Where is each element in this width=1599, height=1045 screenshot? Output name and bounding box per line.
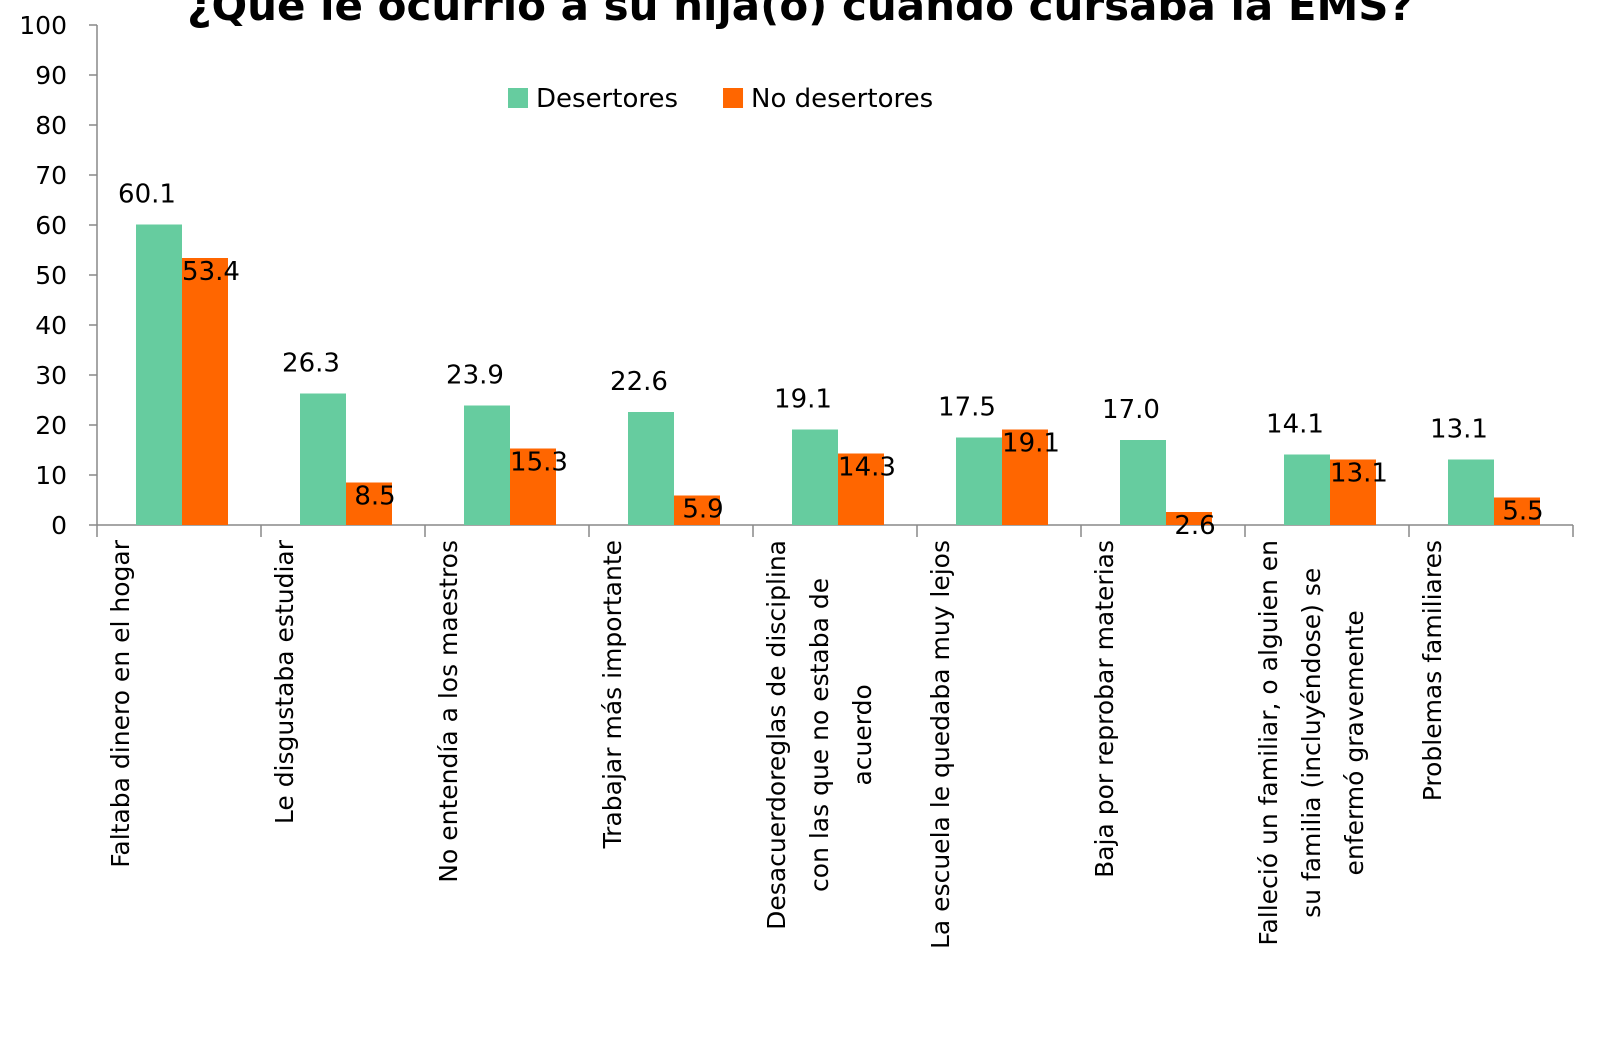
x-tick-label: acuerdo [848,684,877,785]
bar [346,482,392,525]
bar [674,495,720,525]
x-tick-label: Baja por reprobar materias [1090,540,1119,878]
y-tick-label: 90 [35,61,67,90]
bar [1448,459,1494,525]
legend-swatch [723,88,744,108]
x-tick-label: enfermó gravemente [1340,610,1369,875]
y-tick-label: 0 [51,511,67,540]
x-tick-label: Desacuerdoreglas de disciplina [762,540,791,930]
x-tick-label: Le disgustaba estudiar [270,539,299,824]
x-tick-label: su familia (incluyéndose) se [1297,568,1326,918]
y-tick-label: 20 [35,411,67,440]
legend-label: No desertores [751,84,933,114]
y-tick-label: 70 [35,161,67,190]
value-label: 23.9 [446,361,504,391]
x-tick-label: Faltaba dinero en el hogar [106,539,135,867]
value-label: 5.9 [682,495,723,525]
value-label: 53.4 [182,257,240,287]
bar [1166,512,1212,525]
bar [1284,454,1330,525]
bar [628,412,674,525]
y-tick-label: 10 [35,461,67,490]
value-label: 13.1 [1330,459,1388,489]
bar [510,448,556,525]
value-label: 14.3 [838,453,896,483]
y-tick-label: 80 [35,111,67,140]
y-tick-label: 60 [35,211,67,240]
bar [1494,497,1540,525]
bar [1120,440,1166,525]
value-label: 19.1 [1002,429,1060,459]
x-tick-label: No entendía a los maestros [434,540,463,883]
legend-label: Desertores [536,84,678,114]
y-tick-label: 40 [35,311,67,340]
value-label: 15.3 [510,448,568,478]
x-tick-label: Trabajar más importante [598,540,627,849]
y-tick-label: 30 [35,361,67,390]
value-label: 2.6 [1174,511,1215,541]
y-tick-label: 50 [35,261,67,290]
value-label: 14.1 [1266,410,1324,440]
chart-title: ¿Qué le ocurrió a su hija(o) cuando curs… [187,0,1413,30]
x-tick-label: Falleció un familiar, o alguien en [1254,540,1283,946]
bar [1002,429,1048,525]
value-label: 5.5 [1502,497,1543,527]
bar [464,405,510,525]
x-tick-label: Problemas familiares [1418,540,1447,801]
value-label: 22.6 [610,367,668,397]
bar [300,393,346,525]
legend-swatch [508,88,528,108]
value-label: 19.1 [774,385,832,415]
x-tick-label: La escuela le quedaba muy lejos [926,540,955,949]
value-label: 17.5 [938,393,996,423]
bar [956,437,1002,525]
y-tick-label: 100 [19,11,67,40]
bar [1330,459,1376,525]
bar [182,258,228,525]
value-label: 17.0 [1102,395,1160,425]
value-label: 26.3 [282,349,340,379]
bar [792,429,838,525]
value-label: 60.1 [118,180,176,210]
value-label: 13.1 [1430,415,1488,445]
value-label: 8.5 [354,482,395,512]
x-tick-label: con las que no estaba de [805,578,834,892]
bar [838,453,884,525]
bar [136,224,182,525]
